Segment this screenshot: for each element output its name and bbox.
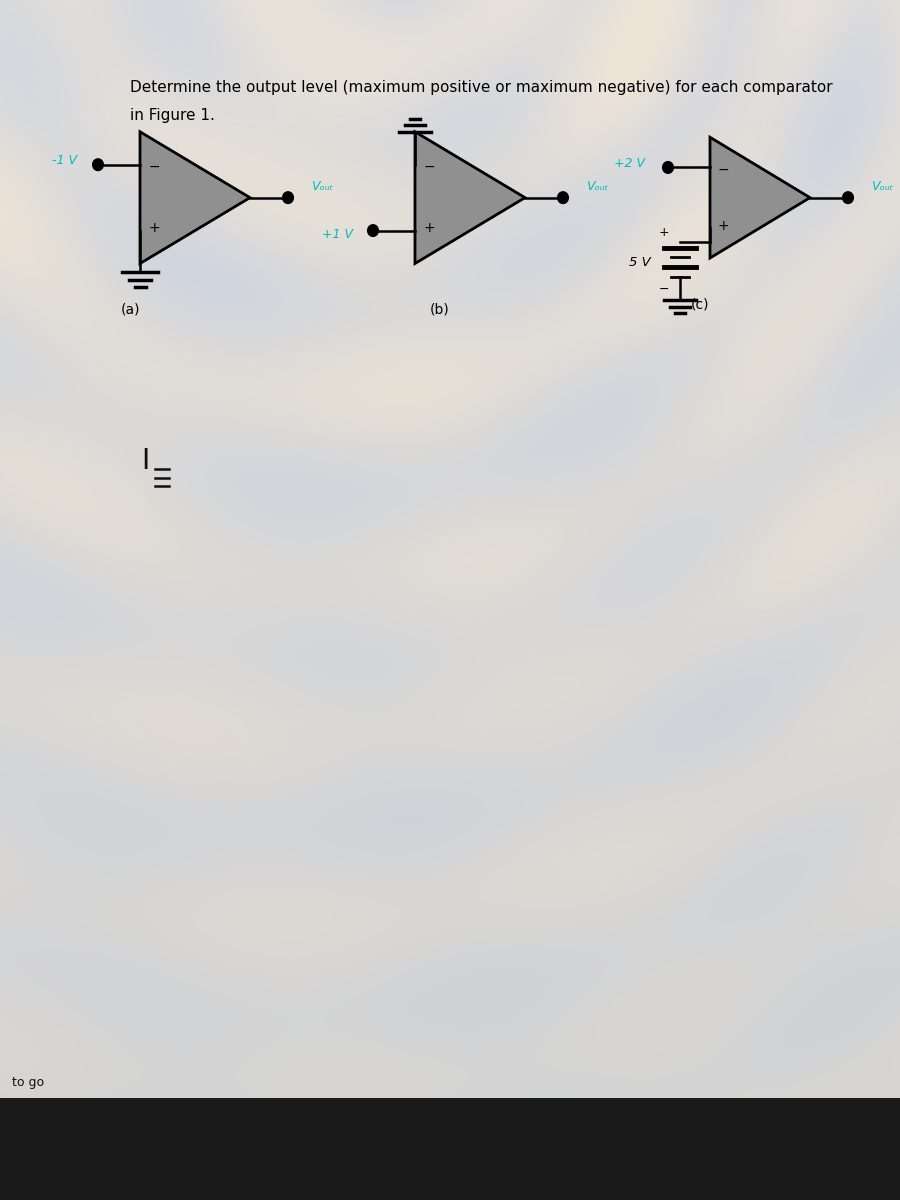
Text: +1 V: +1 V (321, 228, 353, 241)
Text: Vₒᵤₜ: Vₒᵤₜ (871, 180, 893, 193)
Text: −: − (659, 283, 670, 296)
Text: to go: to go (12, 1076, 44, 1090)
Bar (460, 1132, 490, 1162)
Text: 5 V: 5 V (629, 257, 651, 270)
Circle shape (843, 192, 853, 203)
Text: -1 V: -1 V (52, 154, 77, 167)
FancyBboxPatch shape (33, 1134, 152, 1160)
Text: −: − (148, 160, 160, 174)
Text: +2 V: +2 V (615, 156, 645, 169)
Text: I: I (141, 448, 149, 475)
Bar (500, 1132, 530, 1162)
Text: ⊞: ⊞ (509, 1140, 520, 1153)
Circle shape (663, 162, 673, 173)
Text: (b): (b) (430, 302, 450, 317)
Text: −: − (717, 163, 729, 176)
Text: ▦: ▦ (469, 1140, 481, 1153)
Polygon shape (140, 132, 250, 264)
Bar (335, 1132, 365, 1162)
Text: −: − (423, 160, 435, 174)
Circle shape (558, 192, 568, 203)
Bar (420, 1132, 450, 1162)
Polygon shape (415, 132, 525, 264)
Text: +: + (148, 221, 160, 235)
Circle shape (283, 192, 293, 203)
Text: Vₒᵤₜ: Vₒᵤₜ (586, 180, 608, 193)
Text: in Figure 1.: in Figure 1. (130, 108, 215, 122)
Bar (540, 1132, 570, 1162)
Text: ■: ■ (429, 1140, 441, 1153)
Bar (18, 1141, 25, 1148)
Bar (18, 1133, 25, 1140)
Circle shape (368, 226, 378, 236)
Text: ◉: ◉ (550, 1140, 561, 1153)
Text: (a): (a) (121, 302, 140, 317)
Bar (26, 1133, 33, 1140)
Text: □: □ (389, 1140, 400, 1153)
Text: Search: Search (65, 1142, 104, 1152)
Text: +: + (717, 218, 729, 233)
Text: b: b (346, 1140, 354, 1153)
Text: W: W (589, 1140, 601, 1153)
Bar (26, 1141, 33, 1148)
Bar (380, 1132, 410, 1162)
Text: Determine the output level (maximum positive or maximum negative) for each compa: Determine the output level (maximum posi… (130, 80, 832, 95)
Polygon shape (710, 137, 810, 258)
Bar (580, 1132, 610, 1162)
Text: +: + (659, 226, 670, 239)
Text: (c): (c) (691, 298, 709, 311)
Circle shape (93, 160, 103, 170)
Text: Vₒᵤₜ: Vₒᵤₜ (310, 180, 333, 193)
Text: +: + (423, 221, 435, 235)
